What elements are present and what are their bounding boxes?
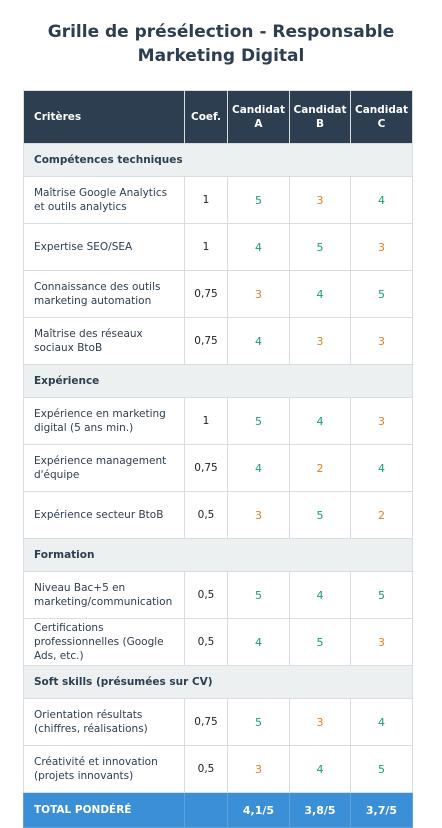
criterion-row: Orientation résultats (chiffres, réalisa… <box>23 698 413 746</box>
score-candidate-b: 5 <box>289 618 351 666</box>
coefficient-cell: 0,5 <box>184 745 228 793</box>
header-criteria: Critères <box>23 90 185 144</box>
score-candidate-c: 2 <box>350 491 413 539</box>
criterion-label: Expérience management d'équipe <box>23 444 185 492</box>
score-candidate-b: 4 <box>289 745 351 793</box>
coefficient-cell: 0,75 <box>184 317 228 365</box>
criterion-row: Maîtrise Google Analytics et outils anal… <box>23 176 413 224</box>
header-row: Critères Coef. Candidat A Candidat B Can… <box>23 90 413 144</box>
criterion-label: Connaissance des outils marketing automa… <box>23 270 185 318</box>
score-candidate-b: 5 <box>289 491 351 539</box>
score-candidate-c: 3 <box>350 317 413 365</box>
score-candidate-a: 5 <box>227 571 290 619</box>
score-candidate-c: 5 <box>350 270 413 318</box>
criterion-row: Maîtrise des réseaux sociaux BtoB 0,75 4 3 3 <box>23 317 413 365</box>
coefficient-cell: 1 <box>184 176 228 224</box>
score-candidate-c: 3 <box>350 618 413 666</box>
criterion-row: Certifications professionnelles (Google … <box>23 618 413 666</box>
section-row: Compétences techniques <box>23 143 413 177</box>
coefficient-cell: 0,5 <box>184 571 228 619</box>
criterion-label: Expérience en marketing digital (5 ans m… <box>23 397 185 445</box>
score-candidate-a: 4 <box>227 444 290 492</box>
score-candidate-c: 4 <box>350 176 413 224</box>
score-candidate-a: 3 <box>227 270 290 318</box>
coefficient-cell: 0,5 <box>184 618 228 666</box>
section-title: Expérience <box>23 364 413 398</box>
score-candidate-c: 5 <box>350 745 413 793</box>
coefficient-cell: 0,75 <box>184 444 228 492</box>
total-coef <box>184 792 228 828</box>
score-candidate-b: 2 <box>289 444 351 492</box>
coefficient-cell: 0,75 <box>184 698 228 746</box>
title-line-2: Marketing Digital <box>137 46 305 66</box>
score-candidate-b: 5 <box>289 223 351 271</box>
criterion-label: Niveau Bac+5 en marketing/communication <box>23 571 185 619</box>
criterion-row: Créativité et innovation (projets innova… <box>23 745 413 793</box>
criterion-label: Expertise SEO/SEA <box>23 223 185 271</box>
total-score-candidate-c: 3,7/5 <box>350 792 413 828</box>
score-candidate-c: 3 <box>350 223 413 271</box>
criterion-row: Connaissance des outils marketing automa… <box>23 270 413 318</box>
section-row: Formation <box>23 538 413 572</box>
score-candidate-a: 3 <box>227 491 290 539</box>
score-candidate-b: 3 <box>289 698 351 746</box>
section-title: Compétences techniques <box>23 143 413 177</box>
criterion-label: Orientation résultats (chiffres, réalisa… <box>23 698 185 746</box>
title-line-1: Grille de présélection - Responsable <box>47 22 395 42</box>
coefficient-cell: 0,5 <box>184 491 228 539</box>
score-candidate-b: 4 <box>289 270 351 318</box>
total-score-candidate-a: 4,1/5 <box>227 792 290 828</box>
criterion-label: Expérience secteur BtoB <box>23 491 185 539</box>
section-row: Soft skills (présumées sur CV) <box>23 665 413 699</box>
score-candidate-a: 4 <box>227 317 290 365</box>
total-score-candidate-b: 3,8/5 <box>289 792 351 828</box>
score-candidate-a: 4 <box>227 223 290 271</box>
grid-body: Compétences techniques Maîtrise Google An… <box>23 143 413 828</box>
criterion-row: Expertise SEO/SEA 1 4 5 3 <box>23 223 413 271</box>
score-candidate-b: 4 <box>289 571 351 619</box>
section-row: Expérience <box>23 364 413 398</box>
criterion-row: Expérience secteur BtoB 0,5 3 5 2 <box>23 491 413 539</box>
score-candidate-a: 4 <box>227 618 290 666</box>
coefficient-cell: 1 <box>184 397 228 445</box>
score-candidate-a: 5 <box>227 176 290 224</box>
section-title: Soft skills (présumées sur CV) <box>23 665 413 699</box>
score-candidate-c: 3 <box>350 397 413 445</box>
total-label: TOTAL PONDÉRÉ <box>23 792 185 828</box>
criterion-row: Expérience en marketing digital (5 ans m… <box>23 397 413 445</box>
score-candidate-b: 4 <box>289 397 351 445</box>
preselection-grid: Critères Coef. Candidat A Candidat B Can… <box>23 90 413 828</box>
header-candidate-a: Candidat A <box>227 90 290 144</box>
header-coef: Coef. <box>184 90 228 144</box>
criterion-label: Créativité et innovation (projets innova… <box>23 745 185 793</box>
section-title: Formation <box>23 538 413 572</box>
total-row: TOTAL PONDÉRÉ 4,1/5 3,8/5 3,7/5 <box>23 792 413 828</box>
header-candidate-c: Candidat C <box>350 90 413 144</box>
score-candidate-a: 5 <box>227 397 290 445</box>
criterion-label: Maîtrise des réseaux sociaux BtoB <box>23 317 185 365</box>
page-title: Grille de présélection - Responsable Mar… <box>0 20 442 68</box>
criterion-label: Maîtrise Google Analytics et outils anal… <box>23 176 185 224</box>
score-candidate-c: 4 <box>350 444 413 492</box>
score-candidate-b: 3 <box>289 317 351 365</box>
coefficient-cell: 1 <box>184 223 228 271</box>
score-candidate-c: 4 <box>350 698 413 746</box>
coefficient-cell: 0,75 <box>184 270 228 318</box>
score-candidate-c: 5 <box>350 571 413 619</box>
score-candidate-a: 3 <box>227 745 290 793</box>
criterion-row: Expérience management d'équipe 0,75 4 2 4 <box>23 444 413 492</box>
criterion-row: Niveau Bac+5 en marketing/communication 0… <box>23 571 413 619</box>
criterion-label: Certifications professionnelles (Google … <box>23 618 185 666</box>
header-candidate-b: Candidat B <box>289 90 351 144</box>
score-candidate-a: 5 <box>227 698 290 746</box>
score-candidate-b: 3 <box>289 176 351 224</box>
